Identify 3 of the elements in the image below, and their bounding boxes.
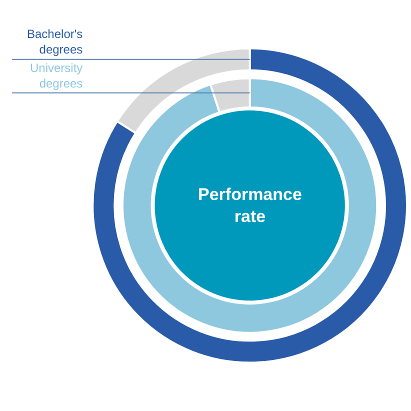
slice-label: Bachelor's degrees bbox=[27, 27, 83, 57]
text: Performance rate bbox=[198, 185, 302, 226]
slice-label: University degrees bbox=[30, 61, 83, 91]
